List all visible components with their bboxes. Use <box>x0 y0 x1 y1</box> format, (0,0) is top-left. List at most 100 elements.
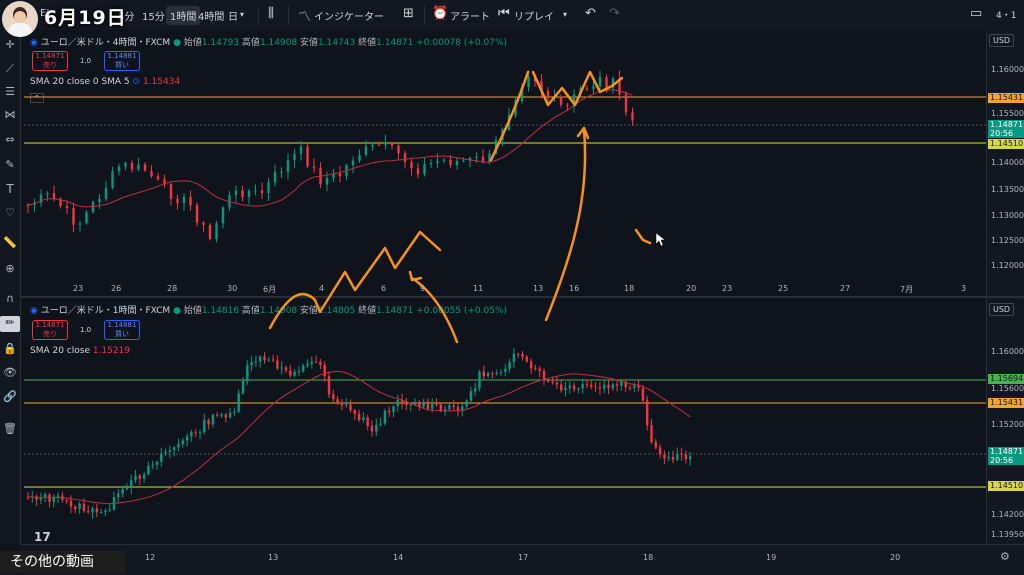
interval-day[interactable]: 日 <box>228 12 238 23</box>
interval-1h[interactable]: 1時間 <box>166 6 201 25</box>
settings-icon[interactable]: ⊙ <box>132 77 141 87</box>
top-candle <box>475 156 478 158</box>
top-candle <box>26 204 30 206</box>
symbol-flag-icon: ◉ <box>30 306 38 316</box>
sell-button[interactable]: 1.14871 売り <box>32 51 68 71</box>
bottom-symbol[interactable]: ユーロ／米ドル・1時間・FXCM <box>40 306 171 316</box>
alarm-clock-icon[interactable]: ⏰ <box>432 6 449 21</box>
currency-selector[interactable]: USD <box>989 34 1015 47</box>
trend-line-icon[interactable]: ⟋ <box>6 62 14 75</box>
link-icon[interactable]: 🔗 <box>3 390 17 403</box>
top-indicator-legend[interactable]: SMA 20 close 0 SMA 5 ⊙ 1.15434 <box>30 77 181 87</box>
replay-icon[interactable]: ⏮ <box>498 6 510 21</box>
eye-icon[interactable]: 👁 <box>3 366 17 379</box>
ruler-icon[interactable]: 📏 <box>3 236 17 249</box>
green-level-label: 1.15694 <box>988 374 1024 384</box>
top-candle <box>182 196 186 204</box>
x-tick: 13 <box>268 553 279 562</box>
top-candle <box>59 198 62 207</box>
top-candle <box>202 222 205 225</box>
alert-button[interactable]: アラート <box>450 12 490 23</box>
top-symbol[interactable]: ユーロ／米ドル・4時間・FXCM <box>40 38 171 48</box>
bottom-candle <box>138 475 141 479</box>
text-icon[interactable]: T <box>6 182 14 196</box>
buy-button[interactable]: 1.14881 買い <box>104 51 140 71</box>
bottom-candle <box>547 380 550 382</box>
bottom-candle <box>555 382 559 385</box>
bottom-candle <box>426 401 430 409</box>
undo-icon[interactable]: ↶ <box>585 6 596 21</box>
bottom-candle <box>220 414 223 416</box>
layout-icon[interactable]: ▭ <box>970 6 983 21</box>
bottom-candle <box>680 453 683 455</box>
symbol-search[interactable]: EI <box>40 8 50 19</box>
lock-icon[interactable]: 🔒 <box>3 342 17 355</box>
top-candle <box>299 146 303 154</box>
top-chart-pane[interactable] <box>24 30 986 296</box>
x-tick: 7月 <box>900 285 914 294</box>
top-candle <box>540 81 543 91</box>
bottom-candle <box>568 385 571 388</box>
interval-5m[interactable]: 5分 <box>118 12 135 23</box>
y-tick: 1.13500 <box>991 185 1024 194</box>
x-tick: 28 <box>167 284 178 293</box>
y-tick: 1.13000 <box>991 211 1024 220</box>
crosshair-icon[interactable]: ✛ <box>5 38 15 51</box>
top-candle <box>260 190 264 194</box>
bottom-candle <box>607 384 610 389</box>
bottom-chart-pane[interactable] <box>24 298 986 544</box>
top-candle <box>143 164 147 171</box>
pencil-icon[interactable]: ✏ <box>0 316 20 332</box>
replay-button[interactable]: リプレイ <box>514 12 554 23</box>
bottom-candle <box>499 372 503 374</box>
more-videos-label[interactable]: その他の動画 <box>0 551 125 574</box>
pattern-icon[interactable]: ⋈ <box>4 108 16 121</box>
bottom-candle <box>263 356 266 361</box>
bottom-candle <box>633 385 636 388</box>
collapse-icon[interactable]: ⌃ <box>30 93 44 103</box>
buy-button[interactable]: 1.14881 買い <box>104 320 140 340</box>
bottom-candle <box>345 404 348 406</box>
bottom-candle <box>233 411 236 413</box>
annotation-zigzag-top <box>531 70 624 107</box>
heart-icon[interactable]: ♡ <box>5 206 15 219</box>
top-candle <box>416 168 420 175</box>
fib-icon[interactable]: ☰ <box>5 85 15 98</box>
sell-button[interactable]: 1.14871 売り <box>32 320 68 340</box>
layout-grid-icon[interactable]: ⊞ <box>403 6 414 21</box>
top-candle <box>384 142 387 145</box>
chevron-down-icon[interactable]: ▾ <box>563 10 568 19</box>
indicators-button[interactable]: インジケーター <box>314 12 384 23</box>
bottom-candle <box>676 453 679 460</box>
top-price-axis[interactable]: USD 1.16000 1.15431 1.15500 1.14871 20:56… <box>986 30 1024 296</box>
chevron-down-icon[interactable]: ▾ <box>240 10 245 19</box>
bottom-candle <box>78 503 81 510</box>
bottom-price-axis[interactable]: USD 1.16000 1.15694 1.15600 1.15431 1.15… <box>986 298 1024 544</box>
brush-icon[interactable]: ✎ <box>5 158 15 171</box>
bottom-candle <box>26 497 30 499</box>
annotation-tick <box>634 228 652 245</box>
gear-icon[interactable]: ⚙ <box>1000 550 1010 563</box>
trash-icon[interactable]: 🗑 <box>3 422 17 435</box>
bottom-chart-header: ◉ ユーロ／米ドル・1時間・FXCM ● 始値1.14816 高値1.14908… <box>30 306 508 316</box>
bottom-indicator-legend[interactable]: SMA 20 close 1.15219 <box>30 346 131 356</box>
zoom-icon[interactable]: ⊕ <box>5 262 15 275</box>
top-candle <box>468 157 472 161</box>
x-tick: 19 <box>766 553 777 562</box>
indicators-icon[interactable]: 〽 <box>298 10 312 25</box>
magnet-icon[interactable]: ∩ <box>5 292 15 305</box>
redo-icon[interactable]: ↷ <box>609 6 620 21</box>
currency-selector[interactable]: USD <box>989 303 1015 316</box>
bottom-candle <box>280 367 283 369</box>
top-candle <box>169 184 173 199</box>
interval-15m[interactable]: 15分 <box>142 12 165 23</box>
top-candle <box>65 206 69 209</box>
bottom-candle <box>637 385 640 388</box>
orange-level-label: 1.15431 <box>988 398 1024 408</box>
forecast-icon[interactable]: ⇔ <box>5 133 15 146</box>
top-candle <box>72 208 75 225</box>
top-candle <box>104 187 108 200</box>
interval-4h[interactable]: 4時間 <box>198 12 225 23</box>
top-toolbar: EI 5分 15分 1時間 4時間 日 ▾ ⫼ 〽 インジケーター ⊞ ⏰ アラ… <box>0 0 1024 31</box>
candle-type-icon[interactable]: ⫼ <box>268 6 274 21</box>
